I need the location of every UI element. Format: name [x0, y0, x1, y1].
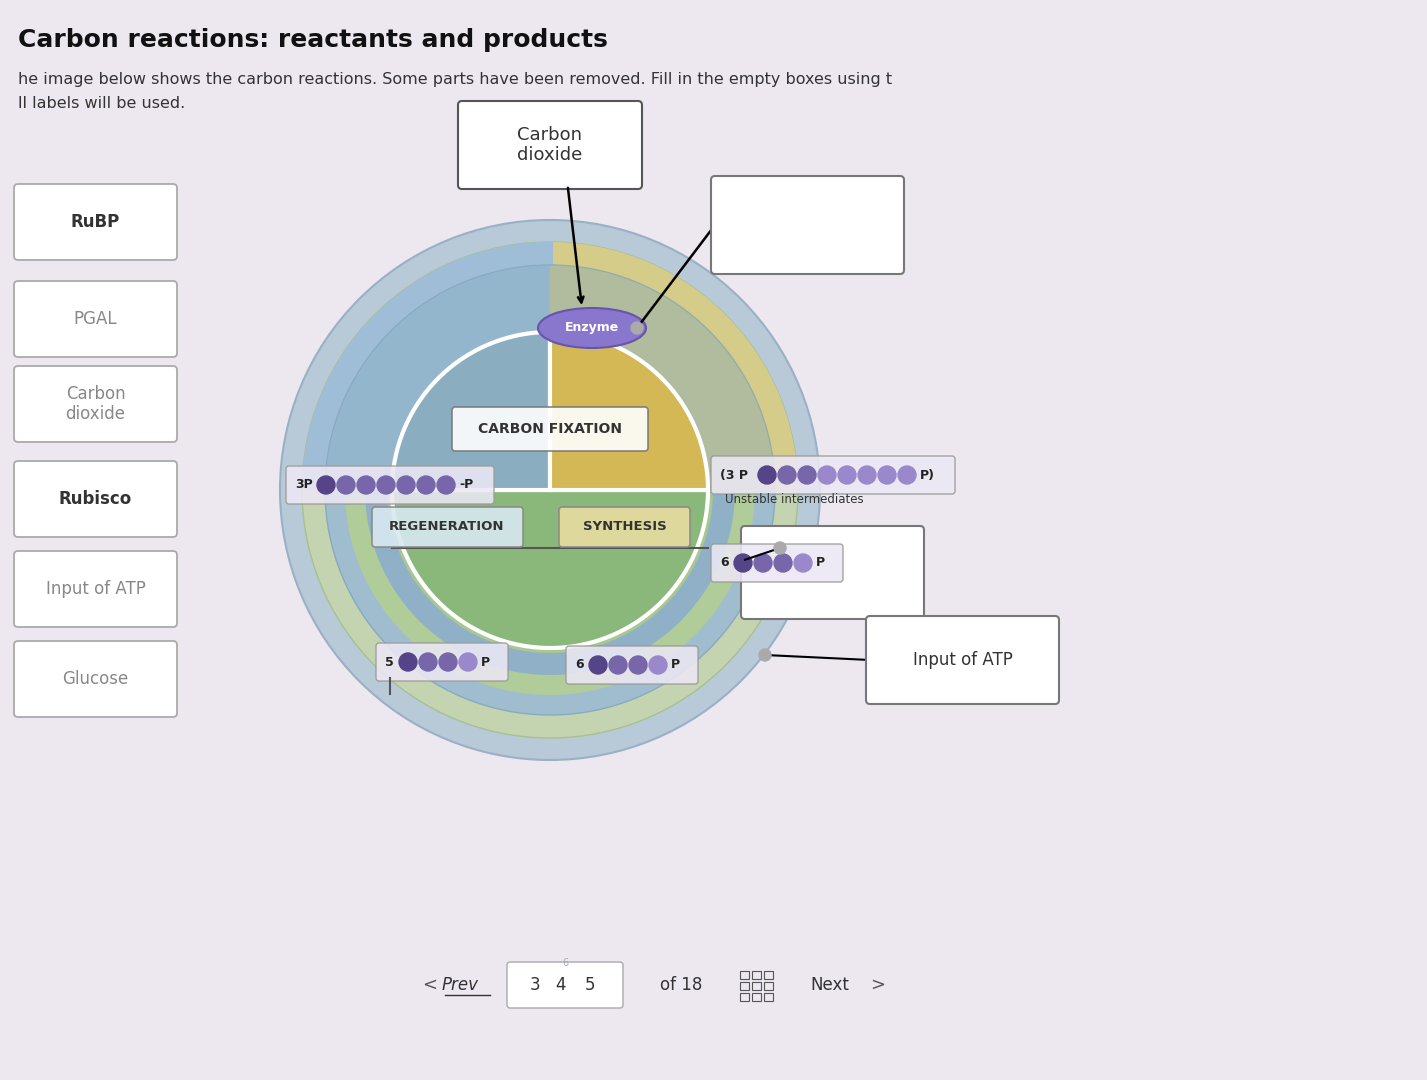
Circle shape — [420, 653, 437, 671]
Text: he image below shows the carbon reactions. Some parts have been removed. Fill in: he image below shows the carbon reaction… — [19, 72, 892, 87]
Text: 3: 3 — [529, 976, 541, 994]
Circle shape — [878, 465, 896, 484]
Ellipse shape — [538, 308, 646, 348]
FancyBboxPatch shape — [14, 461, 177, 537]
Text: (3 P: (3 P — [721, 469, 748, 482]
Circle shape — [609, 656, 626, 674]
Text: Next: Next — [811, 976, 849, 994]
Circle shape — [838, 465, 856, 484]
FancyBboxPatch shape — [711, 456, 955, 494]
Circle shape — [778, 465, 796, 484]
Text: -P: -P — [459, 478, 474, 491]
Text: Enzyme: Enzyme — [565, 322, 619, 335]
Text: Input of ATP: Input of ATP — [912, 651, 1012, 669]
Circle shape — [357, 476, 375, 494]
Circle shape — [753, 554, 772, 572]
Circle shape — [440, 653, 457, 671]
Text: REGENERATION: REGENERATION — [390, 521, 505, 534]
Circle shape — [773, 554, 792, 572]
FancyBboxPatch shape — [14, 184, 177, 260]
FancyBboxPatch shape — [559, 507, 691, 546]
Text: RuBP: RuBP — [71, 213, 120, 231]
Text: 6: 6 — [575, 659, 584, 672]
FancyBboxPatch shape — [14, 366, 177, 442]
Circle shape — [758, 465, 776, 484]
Text: SYNTHESIS: SYNTHESIS — [584, 521, 666, 534]
Text: Glucose: Glucose — [63, 670, 128, 688]
FancyBboxPatch shape — [372, 507, 524, 546]
Text: 5: 5 — [385, 656, 394, 669]
Text: Carbon
dioxide: Carbon dioxide — [66, 384, 126, 423]
Circle shape — [377, 476, 395, 494]
Circle shape — [437, 476, 455, 494]
FancyBboxPatch shape — [711, 544, 843, 582]
Polygon shape — [549, 332, 708, 490]
Text: 6: 6 — [721, 556, 729, 569]
Text: <: < — [422, 976, 438, 994]
FancyBboxPatch shape — [14, 551, 177, 627]
FancyBboxPatch shape — [375, 643, 508, 681]
Circle shape — [818, 465, 836, 484]
Circle shape — [798, 465, 816, 484]
Text: >: > — [870, 976, 885, 994]
Text: P): P) — [920, 469, 935, 482]
Circle shape — [317, 476, 335, 494]
Ellipse shape — [303, 242, 798, 738]
Circle shape — [400, 653, 417, 671]
Polygon shape — [387, 490, 714, 653]
Circle shape — [793, 554, 812, 572]
FancyBboxPatch shape — [458, 102, 642, 189]
Circle shape — [397, 476, 415, 494]
Polygon shape — [365, 490, 735, 675]
Text: P: P — [671, 659, 681, 672]
Circle shape — [589, 656, 606, 674]
Text: CARBON FIXATION: CARBON FIXATION — [478, 422, 622, 436]
FancyBboxPatch shape — [567, 646, 698, 684]
Circle shape — [631, 322, 644, 334]
FancyBboxPatch shape — [866, 616, 1059, 704]
Text: P: P — [481, 656, 489, 669]
Text: Prev: Prev — [441, 976, 478, 994]
Text: PGAL: PGAL — [74, 310, 117, 328]
Circle shape — [629, 656, 646, 674]
Ellipse shape — [325, 265, 775, 715]
Polygon shape — [392, 332, 549, 490]
FancyBboxPatch shape — [741, 526, 925, 619]
Text: P: P — [816, 556, 825, 569]
Circle shape — [773, 542, 786, 554]
Text: Input of ATP: Input of ATP — [46, 580, 146, 598]
Circle shape — [858, 465, 876, 484]
Text: Carbon reactions: reactants and products: Carbon reactions: reactants and products — [19, 28, 608, 52]
Polygon shape — [549, 242, 798, 490]
Polygon shape — [345, 490, 755, 696]
Polygon shape — [303, 242, 554, 490]
Circle shape — [733, 554, 752, 572]
Circle shape — [459, 653, 477, 671]
Circle shape — [417, 476, 435, 494]
Text: 6: 6 — [562, 958, 568, 968]
FancyBboxPatch shape — [711, 176, 903, 274]
Text: Unstable intermediates: Unstable intermediates — [725, 492, 863, 507]
Text: 5: 5 — [585, 976, 595, 994]
FancyBboxPatch shape — [14, 642, 177, 717]
Polygon shape — [549, 265, 775, 490]
Circle shape — [759, 649, 771, 661]
Text: of 18: of 18 — [661, 976, 702, 994]
Polygon shape — [392, 490, 708, 648]
Circle shape — [649, 656, 666, 674]
Circle shape — [898, 465, 916, 484]
Ellipse shape — [280, 220, 821, 760]
FancyBboxPatch shape — [285, 465, 494, 504]
FancyBboxPatch shape — [452, 407, 648, 451]
FancyBboxPatch shape — [14, 281, 177, 357]
Polygon shape — [325, 265, 549, 490]
Text: 4: 4 — [555, 976, 565, 994]
FancyBboxPatch shape — [507, 962, 624, 1008]
Text: ll labels will be used.: ll labels will be used. — [19, 96, 186, 111]
Circle shape — [337, 476, 355, 494]
Text: Carbon
dioxide: Carbon dioxide — [518, 125, 582, 164]
Text: 3P: 3P — [295, 478, 313, 491]
Text: Rubisco: Rubisco — [59, 490, 133, 508]
